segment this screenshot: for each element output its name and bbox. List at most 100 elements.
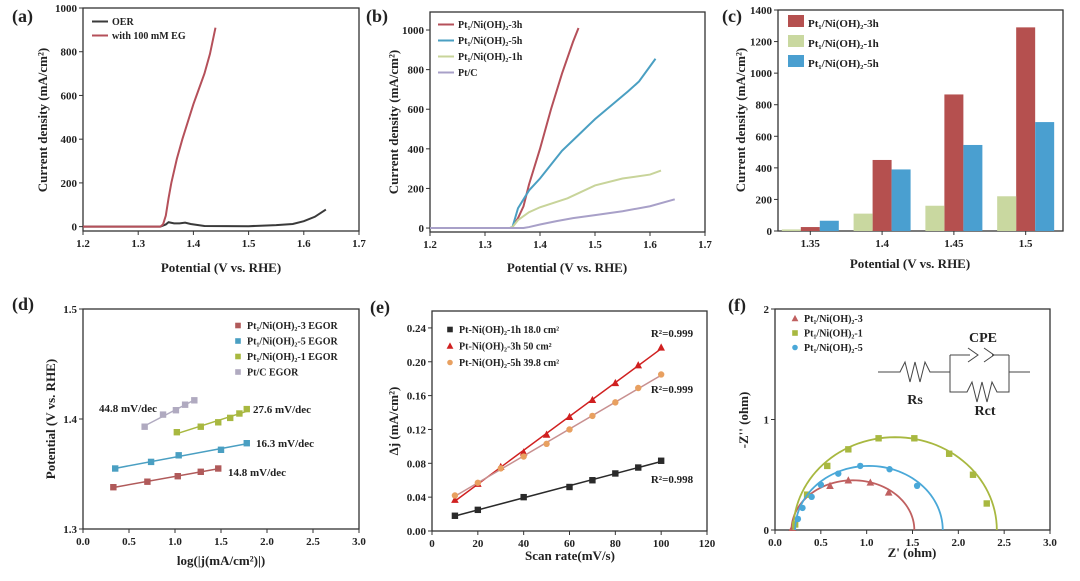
y-tick-label: 1.5 [63,304,77,316]
square-marker [235,322,241,329]
series-0: OER [83,17,327,228]
y-tick-label: 200 [756,194,773,206]
chart-panel-e: (e) 0 20 40 60 80 100 120 0.00 0.04 0.08 0.12 0.16 0.… [370,297,716,563]
circle-marker [808,493,815,501]
x-tick-label: 20 [472,538,484,550]
x-tick-label: 2.5 [306,536,320,548]
series-line [83,27,217,228]
x-tick-label: 1.5 [214,536,228,548]
triangle-marker [519,448,528,456]
rs-resistor [878,360,950,383]
y-tick-label: 800 [61,47,78,59]
series-2: Pt₁/Ni(OH)₂-5 [792,343,944,531]
slope-annotation: 14.8 mV/dec [228,467,286,479]
circle-marker [447,359,453,366]
legend-label: Pt₁/Ni(OH)₂-5h [458,36,523,47]
panel-label: (d) [12,294,34,315]
y-tick-label: 1 [764,415,770,427]
square-marker [474,506,482,514]
square-marker [217,446,225,453]
fit-line [176,410,247,435]
square-marker [945,450,953,457]
square-marker [566,483,573,491]
x-tick-label: 1.2 [423,239,437,251]
square-marker [175,452,182,459]
legend-label: Pt₁/Ni(OH)₂-5 [804,343,863,354]
legend-label: Pt₁/Ni(OH)₂-1 [804,329,863,340]
bar [872,159,892,231]
legend-swatch [788,35,804,47]
triangle-marker [884,488,893,496]
circuit-label-rs: Rs [907,393,923,408]
series-0: Pt₁/Ni(OH)₂-3 EGOR [110,321,338,491]
y-tick-label: 600 [408,104,425,116]
square-marker [235,353,241,360]
plot-frame [777,9,1064,232]
x-tick-label: 1.4 [533,239,547,251]
y-tick-label: 400 [61,134,78,146]
legend-label: Pt₁/Ni(OH)₂-5 EGOR [247,337,338,348]
chart-panel-b: (b) 1.2 1.3 1.4 1.5 1.6 1.7 0 200 400 600 800 1000 Po… [366,6,712,275]
x-tick-label: 2.5 [997,537,1011,549]
chart-panel-c: (c) 1.35 1.4 1.45 1.5 0 200 400 600 800 1000 1200 14… [722,5,1064,271]
fit-curve [794,465,944,531]
legend-label: Pt/C [458,68,477,79]
panel-label: (c) [722,6,742,27]
x-axis-label: Z' (ohm) [888,545,937,560]
series-0: Pt-Ni(OH)₂-1h 18.0 cm² [447,325,665,519]
square-marker [243,440,250,447]
circle-marker [543,440,550,448]
x-tick-label: 1.35 [801,238,821,250]
x-tick-label: 1.5 [588,239,602,251]
y-tick-label: 400 [408,144,425,156]
x-axis-label: Potential (V vs. RHE) [507,260,627,275]
x-tick-label: 2.0 [951,537,965,549]
circle-marker [497,465,504,472]
x-tick-label: 1.4 [187,238,201,250]
square-marker [197,468,204,475]
y-tick-label: 1000 [750,68,773,80]
square-marker [447,326,453,333]
series-3: Pt/C [430,68,676,230]
legend-label: Pt₁/Ni(OH)₂-3h [458,20,523,31]
y-tick-label: 1.3 [63,524,77,536]
x-tick-label: 1.5 [1019,238,1033,250]
y-tick-label: 1000 [402,25,425,37]
y-tick-label: 0 [72,222,78,234]
triangle-marker [826,481,834,489]
square-marker [875,435,882,442]
circle-marker [835,470,842,477]
square-marker [983,500,990,507]
square-marker [635,464,642,471]
panel-label: (a) [12,6,33,27]
y-tick-label: 2 [764,304,770,316]
x-tick-label: 1.7 [352,238,366,250]
triangle-marker [565,412,574,420]
series-1: Pt₁/Ni(OH)₂-5 EGOR [112,337,338,472]
x-tick-label: 3.0 [352,536,366,548]
panel-label: (e) [370,297,390,318]
legend-label: Pt-Ni(OH)₂-5h 39.8 cm² [459,358,559,369]
y-tick-label: 0 [764,525,770,537]
y-tick-label: 0.16 [407,391,427,403]
circle-marker [589,412,596,420]
square-marker [147,458,155,466]
y-tick-label: 1.4 [63,414,77,426]
x-axis-label: Potential (V vs. RHE) [161,260,281,275]
series-line [430,198,676,230]
square-marker [144,478,151,485]
panel-label: (f) [728,295,746,316]
y-tick-label: 600 [756,131,773,143]
circle-marker [451,492,459,499]
circle-marker [817,481,825,488]
x-tick-label: 120 [699,538,716,550]
square-marker [589,477,596,484]
square-marker [235,338,241,344]
circle-marker [857,462,864,470]
plot-frame [429,11,706,233]
series-2: Pt₁/Ni(OH)₂-5h [788,55,1055,231]
square-marker [112,465,119,472]
legend-label: Pt/C EGOR [247,368,299,379]
y-tick-label: 1200 [750,37,773,49]
y-axis-label: Current density (mA/cm²) [35,48,50,192]
